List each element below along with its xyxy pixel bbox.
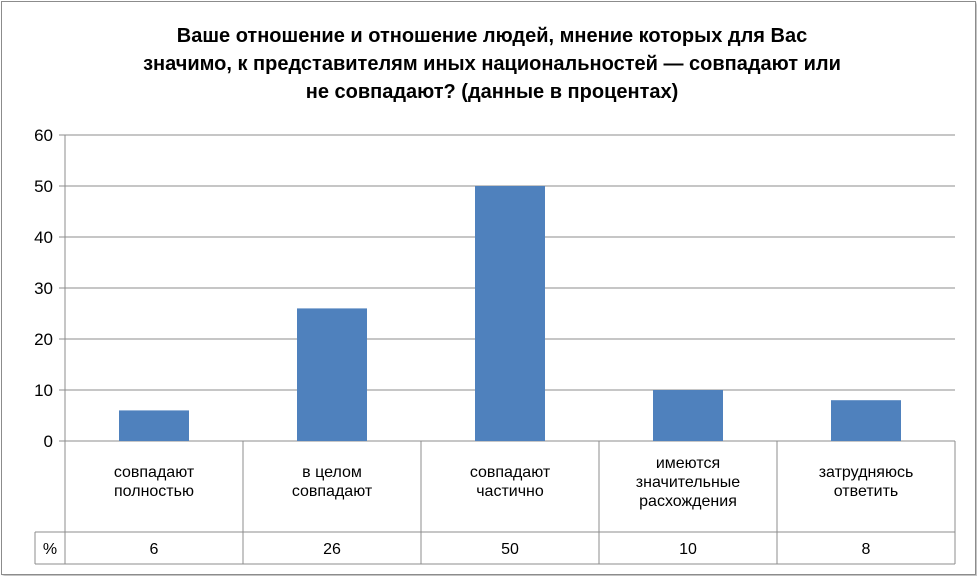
bar	[653, 390, 723, 441]
table-value: 6	[150, 541, 159, 558]
y-tick-label: 20	[34, 330, 53, 349]
bar	[297, 308, 367, 441]
table-value: 26	[323, 541, 341, 558]
category-label: затрудняюсь ответить	[819, 464, 914, 500]
table-value: 10	[679, 541, 697, 558]
chart-title-line-2: значимо, к представителям иных националь…	[143, 53, 841, 75]
bar	[831, 400, 901, 441]
chart-title: Ваше отношение и отношение людей, мнение…	[92, 22, 892, 106]
y-tick-label: 30	[34, 279, 53, 298]
category-label: в целом совпадают	[292, 464, 373, 500]
table-value: 8	[862, 541, 871, 558]
table-value: 50	[501, 541, 519, 558]
y-tick-label: 10	[34, 381, 53, 400]
category-label: имеются значительные расхождения	[636, 455, 741, 510]
bar	[475, 186, 545, 441]
chart-title-line-1: Ваше отношение и отношение людей, мнение…	[176, 25, 808, 47]
category-label: совпадают полностью	[114, 464, 195, 500]
chart-title-line-3: не совпадают? (данные в процентах)	[305, 81, 679, 103]
table-series-label: %	[43, 541, 57, 558]
category-label: совпадают частично	[470, 464, 551, 500]
y-tick-label: 40	[34, 228, 53, 247]
y-tick-label: 0	[44, 432, 53, 451]
y-tick-label: 60	[34, 126, 53, 145]
bar	[119, 410, 189, 441]
y-tick-label: 50	[34, 177, 53, 196]
